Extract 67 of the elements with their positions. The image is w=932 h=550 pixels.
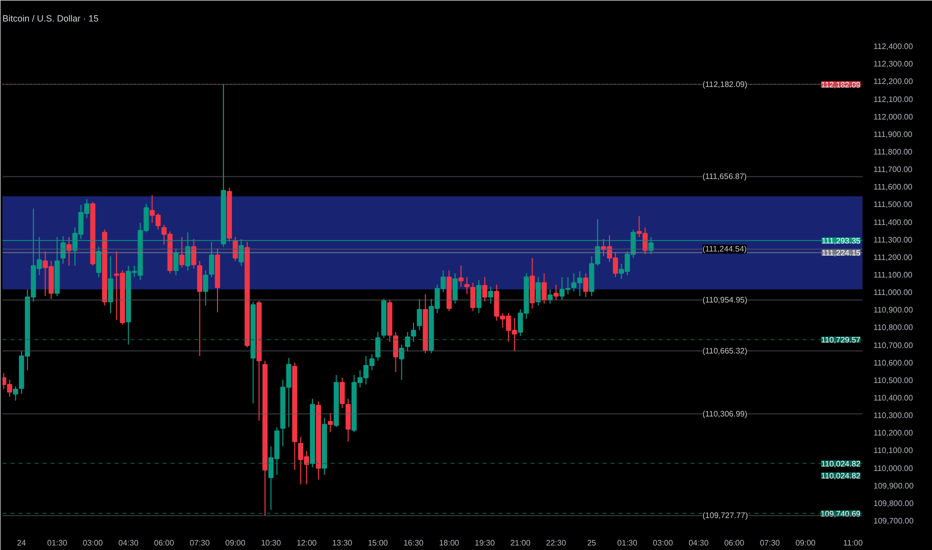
x-tick-label: 25 xyxy=(587,538,597,548)
chart-title: Bitcoin / U.S. Dollar · 15 xyxy=(2,14,99,24)
ref-line-label: (110,954.95) xyxy=(702,295,748,304)
x-tick-label: 10:30 xyxy=(260,538,282,548)
x-tick-label: 24 xyxy=(17,538,27,548)
x-tick-label: 03:00 xyxy=(652,538,674,548)
x-tick-label: 09:00 xyxy=(225,538,246,548)
x-tick-label: 13:30 xyxy=(332,538,353,548)
x-tick-label: 15:00 xyxy=(368,538,388,548)
ref-line-label: 111,224.15 xyxy=(822,248,862,258)
x-tick-label: 04:30 xyxy=(118,538,139,548)
y-tick-label: 109,700.00 xyxy=(874,516,914,526)
y-tick-label: 110,500.00 xyxy=(874,376,914,385)
y-tick-label: 112,200.00 xyxy=(874,77,914,86)
ref-line-label: (110,306.99) xyxy=(702,409,748,418)
y-tick-label: 111,300.00 xyxy=(874,235,913,244)
x-tick-label: 22:30 xyxy=(546,538,567,548)
y-tick-label: 110,100.00 xyxy=(874,446,914,456)
x-tick-label: 09:00 xyxy=(795,538,816,548)
ref-line-label: (112,182.09) xyxy=(702,80,748,89)
x-tick-label: 16:30 xyxy=(403,538,424,548)
x-tick-label: 01:30 xyxy=(617,538,638,548)
y-tick-label: 110,200.00 xyxy=(874,428,914,438)
y-tick-label: 110,700.00 xyxy=(874,340,914,350)
y-tick-label: 110,800.00 xyxy=(874,323,914,332)
annotation: 110,024.82 xyxy=(821,471,862,480)
y-tick-label: 111,900.00 xyxy=(874,130,913,139)
x-tick-label: 11:00 xyxy=(843,538,864,548)
y-tick-label: 111,100.00 xyxy=(874,270,913,280)
y-tick-label: 112,000.00 xyxy=(874,112,914,122)
ref-line-label: 110,024.82 xyxy=(821,459,862,468)
x-tick-label: 19:30 xyxy=(474,538,496,548)
x-tick-label: 07:30 xyxy=(190,538,210,548)
y-tick-label: 111,800.00 xyxy=(874,147,913,156)
y-tick-label: 111,200.00 xyxy=(874,252,913,262)
y-tick-label: 110,000.00 xyxy=(874,464,914,473)
y-tick-label: 110,400.00 xyxy=(874,393,914,402)
x-tick-label: 03:00 xyxy=(82,538,104,548)
y-tick-label: 111,500.00 xyxy=(874,200,913,210)
x-tick-label: 01:30 xyxy=(47,538,68,548)
ref-line-label: (109,727.77) xyxy=(702,511,748,520)
y-tick-label: 111,600.00 xyxy=(874,182,913,192)
ref-line-label: (110,665.32) xyxy=(702,346,748,356)
y-tick-label: 109,800.00 xyxy=(874,498,914,508)
x-tick-label: 12:00 xyxy=(296,538,318,548)
y-tick-label: 112,100.00 xyxy=(874,94,914,104)
ref-line-label: 110,729.57 xyxy=(821,336,862,345)
y-tick-label: 112,300.00 xyxy=(874,60,914,69)
ref-line-label: (111,656.87) xyxy=(702,172,748,182)
y-tick-label: 109,900.00 xyxy=(874,481,914,490)
ref-line-label: (111,244.54) xyxy=(702,244,748,254)
x-tick-label: 21:00 xyxy=(510,538,531,548)
y-tick-label: 111,700.00 xyxy=(874,165,913,174)
y-tick-label: 110,600.00 xyxy=(874,358,914,368)
y-tick-label: 110,300.00 xyxy=(874,411,914,420)
x-tick-label: 06:00 xyxy=(154,538,175,548)
x-tick-label: 06:00 xyxy=(724,538,745,548)
ref-line-label: 109,740.69 xyxy=(820,509,862,518)
x-tick-label: 18:00 xyxy=(439,538,460,548)
y-tick-label: 111,000.00 xyxy=(874,288,913,298)
ref-line-label: 111,293.35 xyxy=(822,236,862,246)
y-tick-label: 112,400.00 xyxy=(874,42,914,52)
y-tick-label: 110,900.00 xyxy=(874,306,914,315)
x-tick-label: 07:30 xyxy=(760,538,780,548)
y-tick-label: 111,400.00 xyxy=(874,218,913,227)
ref-line-label: 112,182.09 xyxy=(821,80,862,90)
x-tick-label: 04:30 xyxy=(688,538,710,548)
